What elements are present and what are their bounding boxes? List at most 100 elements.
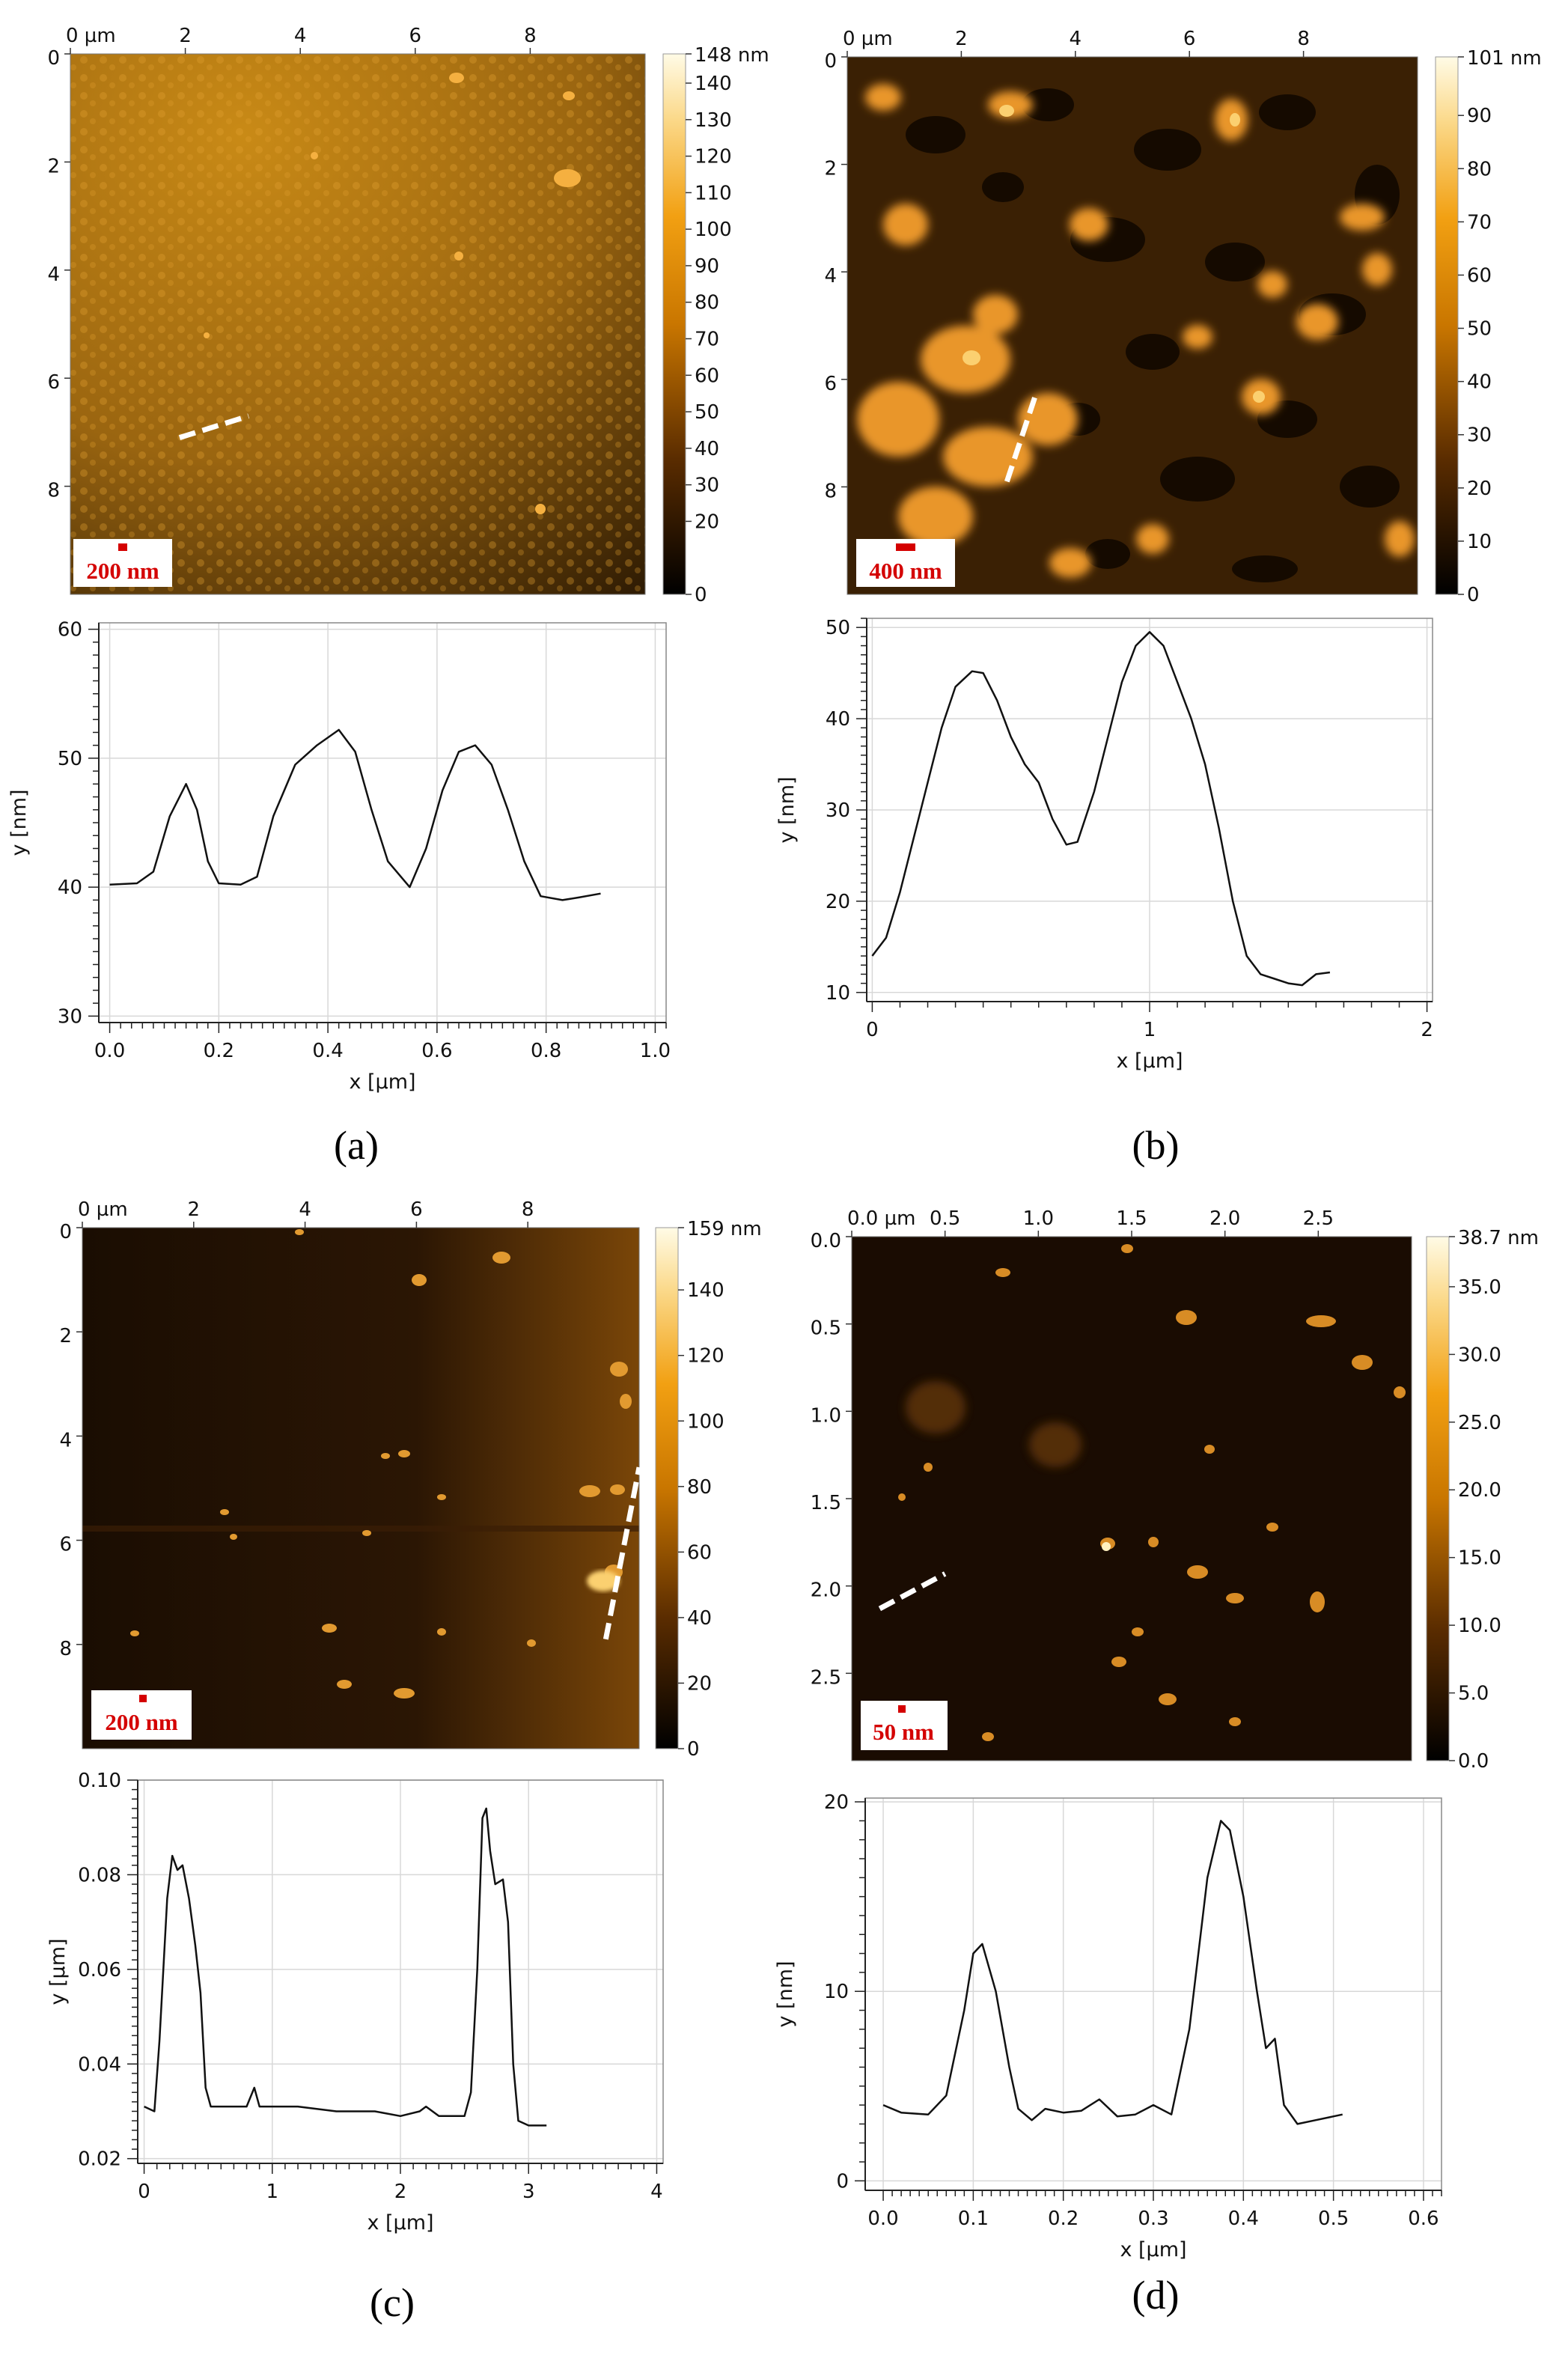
- colorbar-a-tick-label: 30: [695, 475, 719, 497]
- colorbar-a-tick-label: 120: [695, 146, 732, 168]
- heat-d-ytick-label: 1.5: [811, 1492, 841, 1514]
- panel-label-c: (c): [370, 2280, 415, 2325]
- scale-bar-b: 400 nm: [856, 539, 955, 587]
- profile-line-d: [878, 1571, 947, 1612]
- plot-d-ytick-label: 20: [824, 1791, 849, 1814]
- plot-c-xtick-label: 0: [138, 2181, 150, 2203]
- heat-a-xtick-label: 4: [294, 25, 307, 47]
- plot-d-xtick-label: 0.3: [1138, 2208, 1168, 2230]
- colorbar-a-tick-label: 50: [695, 401, 719, 424]
- colorbar-d-tick-label: 15.0: [1458, 1547, 1501, 1570]
- heat-d-ytick-label: 0.5: [811, 1317, 841, 1340]
- plot-a-xtick-label: 0.0: [94, 1040, 125, 1062]
- heat-a-ytick-label: 4: [47, 263, 60, 286]
- colorbar-a-tick-label: 80: [695, 292, 719, 314]
- heat-d-ytick-label: 1.0: [811, 1404, 841, 1427]
- panel-label-b: (b): [1132, 1123, 1180, 1168]
- colorbar-d: [1426, 1236, 1450, 1761]
- scale-bar-c-label: 200 nm: [105, 1709, 177, 1735]
- colorbar-a-tick-label: 70: [695, 329, 719, 351]
- colorbar-d-tick-label: 35.0: [1458, 1276, 1501, 1299]
- plot-c-ytick-label: 0.06: [78, 1959, 121, 1981]
- line-plot-b: 0 1 2 10 20 30 40 50 x [µm] y [nm]: [775, 617, 1433, 1073]
- plot-c-ytick-label: 0.08: [78, 1864, 121, 1886]
- plot-b-xlabel: x [µm]: [1116, 1049, 1183, 1073]
- colorbar-c-tick-label: 140: [687, 1279, 724, 1302]
- line-plot-a: 0.0 0.2 0.4 0.6 0.8 1.0 30 40 50 60 x [µm] y [nm]: [7, 619, 671, 1094]
- plot-d-xtick-label: 0.6: [1408, 2208, 1439, 2230]
- plot-b-xtick-label: 1: [1144, 1019, 1156, 1041]
- panel-label-a: (a): [334, 1123, 379, 1168]
- heat-c-xtick-label: 6: [410, 1198, 423, 1221]
- plot-b-ytick-label: 30: [826, 799, 850, 822]
- plot-d-xlabel: x [µm]: [1120, 2238, 1186, 2261]
- plot-a-ytick-label: 30: [58, 1005, 82, 1028]
- plot-b-ytick-label: 50: [826, 617, 850, 639]
- plot-c-series-line: [144, 1807, 547, 2127]
- plot-a-xtick-label: 0.8: [531, 1040, 561, 1062]
- plot-a-ytick-label: 40: [58, 877, 82, 899]
- plot-a-xtick-label: 0.4: [312, 1040, 343, 1062]
- colorbar-b-tick-label: 40: [1467, 371, 1492, 394]
- heat-a-ytick-label: 2: [47, 155, 60, 177]
- colorbar-a-tick-label: 100: [695, 219, 732, 241]
- plot-a-ytick-label: 60: [58, 619, 82, 642]
- heat-b-ytick-label: 8: [824, 480, 837, 502]
- colorbar-b-tick-label: 60: [1467, 264, 1492, 287]
- heat-a-xtick-label: 0 µm: [66, 25, 116, 47]
- heat-c-xtick-label: 8: [522, 1198, 534, 1221]
- colorbar-a-tick-label: 130: [695, 109, 732, 132]
- scale-bar-d: 50 nm: [861, 1701, 948, 1750]
- profile-line-a: [178, 413, 250, 440]
- heat-c-ytick-label: 6: [59, 1534, 72, 1556]
- line-plot-c: 0 1 2 3 4 0.02 0.04 0.06 0.08 0.10 x [µm] y [µm]: [46, 1770, 664, 2234]
- colorbar-d-max-label: 38.7 nm: [1458, 1227, 1539, 1249]
- plot-c-xtick-label: 1: [266, 2181, 279, 2203]
- heat-b-xtick-label: 2: [955, 28, 968, 50]
- plot-d-ytick-label: 0: [836, 2170, 849, 2193]
- afm-image-a: [70, 53, 646, 595]
- heat-d-xtick-label: 2.0: [1209, 1207, 1240, 1230]
- plot-b-xtick-label: 2: [1421, 1019, 1433, 1041]
- heat-c-xtick-label: 2: [188, 1198, 201, 1221]
- heat-d-xtick-label: 2.5: [1303, 1207, 1334, 1230]
- heat-d-ytick-label: 2.5: [811, 1666, 841, 1689]
- heat-b-xtick-label: 0 µm: [843, 28, 893, 50]
- heat-a-xtick-label: 2: [179, 25, 192, 47]
- plot-d-xtick-label: 0.2: [1048, 2208, 1079, 2230]
- colorbar-a-tick-label: 60: [695, 365, 719, 387]
- colorbar-c-tick-label: 20: [687, 1672, 712, 1695]
- colorbar-d-tick-label: 5.0: [1458, 1683, 1489, 1705]
- colorbar-c-tick-label: 80: [687, 1476, 712, 1499]
- colorbar-c-tick-label: 120: [687, 1345, 724, 1368]
- colorbar-b-tick-label: 10: [1467, 531, 1492, 553]
- heat-a-xtick-label: 6: [409, 25, 422, 47]
- colorbar-c-tick-label: 0: [687, 1738, 700, 1761]
- colorbar-a-tick-label: 90: [695, 255, 719, 278]
- heat-b-xtick-label: 4: [1070, 28, 1082, 50]
- heat-d-xtick-label: 1.0: [1023, 1207, 1054, 1230]
- plot-c-xtick-label: 2: [394, 2181, 407, 2203]
- heat-b-ytick-label: 6: [824, 373, 837, 395]
- colorbar-a-tick-label: 20: [695, 511, 719, 533]
- plot-b-ytick-label: 10: [826, 982, 850, 1005]
- plot-c-ytick-label: 0.02: [78, 2148, 121, 2171]
- heat-a-xtick-label: 8: [524, 25, 537, 47]
- colorbar-b-tick-label: 30: [1467, 424, 1492, 447]
- plot-b-ylabel: y [nm]: [775, 776, 799, 843]
- colorbar-a-tick-label: 140: [695, 73, 732, 95]
- heat-d-xtick-label: 1.5: [1116, 1207, 1147, 1230]
- colorbar-a: [662, 53, 686, 595]
- heat-b-xtick-label: 6: [1183, 28, 1196, 50]
- colorbar-d-tick-label: 25.0: [1458, 1412, 1501, 1434]
- colorbar-d-tick-label: 20.0: [1458, 1479, 1501, 1502]
- heat-d-xtick-label: 0.5: [930, 1207, 960, 1230]
- colorbar-a-tick-label: 110: [695, 182, 732, 204]
- heat-c-ytick-label: 4: [59, 1429, 72, 1451]
- afm-image-d: [851, 1236, 1412, 1761]
- plot-d-xtick-label: 0.4: [1228, 2208, 1259, 2230]
- heat-a-ytick-label: 6: [47, 371, 60, 394]
- afm-image-b: [846, 56, 1418, 595]
